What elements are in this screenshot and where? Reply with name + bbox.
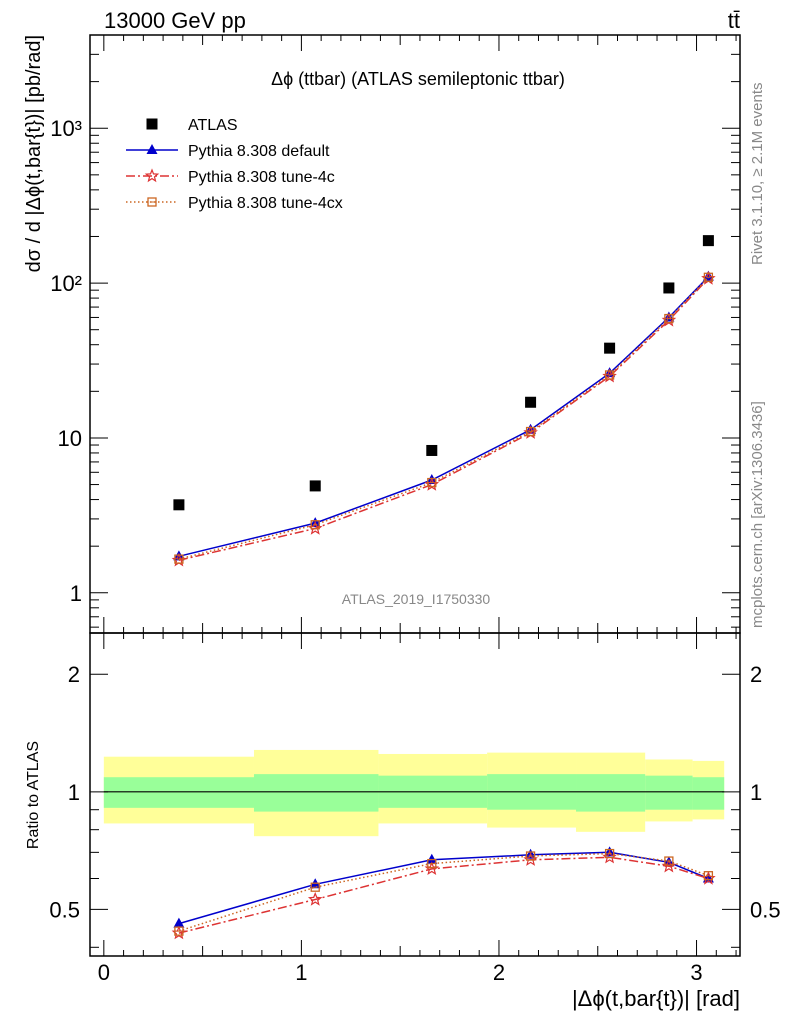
main-axis-ticks: 1 10 10² 10³ — [50, 34, 740, 633]
ratio-ylabel: Ratio to ATLAS — [25, 741, 42, 849]
main-series-3-point-3 — [525, 426, 536, 437]
main-series-3-point-2 — [427, 477, 437, 488]
main-series-1-point-5 — [663, 311, 675, 322]
main-series-3-point-4 — [604, 370, 615, 380]
main-series-0-point-2 — [426, 444, 438, 456]
main-series-1-point-6 — [702, 270, 714, 281]
legend-label-2: Pythia 8.308 tune-4c — [188, 169, 335, 186]
legend-label-1: Pythia 8.308 default — [188, 143, 330, 160]
main-series-3-point-0 — [174, 554, 184, 564]
main-series-3-point-5-box — [664, 313, 674, 324]
legend-marker-1 — [146, 144, 158, 154]
xtick-label-1: 1 — [295, 960, 307, 985]
ratio-series-2-point-5-box — [664, 856, 674, 866]
ratio-series-0-point-0 — [173, 917, 185, 928]
ratio-series-1-point-1 — [307, 891, 323, 906]
main-series-0-point-4 — [604, 342, 616, 354]
main-panel: 1 10 10² 10³ Δϕ (ttbar) (ATLAS semileptonic… — [23, 34, 741, 634]
legend-marker-3 — [147, 197, 157, 207]
ratio-band-inner-1 — [253, 774, 379, 812]
legend-marker-2 — [144, 168, 160, 183]
main-ytick-label-2: 10² — [50, 271, 82, 296]
legend-label-3: Pythia 8.308 tune-4cx — [188, 195, 343, 212]
ratio-ytick-label-left-1: 1 — [68, 780, 80, 805]
ratio-band-inner-5 — [645, 775, 693, 810]
ratio-series-2-point-4-box — [604, 848, 615, 859]
ratio-series-2-point-1 — [310, 882, 320, 892]
legend-marker-0 — [146, 118, 158, 130]
ratio-series-line-1 — [178, 856, 709, 934]
main-series-0-point-5 — [663, 282, 675, 294]
main-series-3-point-5 — [664, 313, 674, 324]
main-series-0-point-1 — [309, 480, 321, 492]
ratio-series-0-point-2 — [426, 853, 438, 864]
ratio-ytick-label-left-0: 0.5 — [49, 897, 80, 922]
ratio-band-inner-4 — [576, 774, 646, 812]
main-series-0-point-6 — [702, 235, 714, 247]
legend-label-0: ATLAS — [188, 117, 238, 134]
main-series-3-point-0-box — [174, 554, 184, 564]
main-series-line-3 — [178, 276, 709, 560]
ratio-series-2-point-2 — [427, 858, 437, 869]
legend: ATLAS Pythia 8.308 default Pythia 8.308 tu… — [126, 117, 343, 212]
ratio-series-line-2 — [178, 852, 709, 932]
main-ytick-label-1: 10 — [58, 426, 82, 451]
ratio-ytick-label-right-2: 2 — [750, 662, 762, 687]
xtick-label-2: 2 — [493, 960, 505, 985]
main-series-3-point-4-box — [604, 370, 615, 380]
ratio-series-2-point-6 — [703, 871, 714, 881]
main-series-3-point-1-box — [310, 520, 320, 530]
ratio-panel: 0.5 0.5 1 1 2 2 0 1 2 3 Ratio to ATLAS |Δϕ(t,bar{… — [25, 632, 781, 1011]
analysis-watermark: ATLAS_2019_I1750330 — [342, 591, 491, 607]
ratio-ytick-label-right-1: 1 — [750, 780, 762, 805]
xtick-label-0: 0 — [98, 960, 110, 985]
ratio-series-2-point-0-box — [174, 926, 184, 936]
main-series-3-point-6-box — [703, 272, 714, 282]
ratio-frame — [89, 632, 741, 957]
ratio-marks — [103, 749, 725, 940]
main-series-3-point-3-box — [525, 426, 536, 437]
main-series-0-point-0 — [173, 499, 185, 511]
main-series-line-1 — [178, 276, 709, 558]
rivet-label: Rivet 3.1.10, ≥ 2.1M events — [749, 83, 766, 266]
xtick-label-3: 3 — [690, 960, 702, 985]
main-ylabel: dσ / d |Δϕ(t,bar{t})| [pb/rad] — [23, 35, 45, 272]
mcplots-label: mcplots.cern.ch [arXiv:1306.3436] — [749, 401, 766, 628]
main-series-line-2 — [178, 277, 709, 562]
ratio-series-2-point-5 — [664, 856, 674, 866]
ratio-ytick-label-left-2: 2 — [68, 662, 80, 687]
main-series-3-point-2-box — [427, 477, 437, 488]
ratio-axis-ticks: 0.5 0.5 1 1 2 2 0 1 2 3 — [49, 633, 781, 985]
ratio-band-inner-0 — [103, 777, 254, 808]
header-process: tt̄ — [728, 8, 740, 33]
header-energy: 13000 GeV pp — [104, 8, 246, 33]
ratio-band-inner-6 — [692, 777, 725, 810]
x-axis-label: |Δϕ(t,bar{t})| [rad] — [572, 986, 740, 1011]
ratio-series-2-point-0 — [174, 926, 184, 936]
main-ytick-label-3: 10³ — [50, 116, 82, 141]
main-marks — [171, 235, 716, 567]
main-series-0-point-3 — [525, 396, 537, 408]
legend-marker-3-box — [147, 197, 157, 207]
ratio-series-2-point-1-box — [310, 882, 320, 892]
ratio-series-2-point-2-box — [427, 858, 437, 869]
ratio-series-2-point-3-box — [525, 851, 536, 861]
ratio-series-2-point-3 — [525, 851, 536, 861]
main-series-3-point-6 — [703, 272, 714, 282]
ratio-series-2-point-6-box — [703, 871, 714, 881]
main-series-3-point-1 — [310, 520, 320, 530]
ratio-ytick-label-right-0: 0.5 — [750, 897, 781, 922]
ratio-series-2-point-4 — [604, 848, 615, 859]
main-ytick-label-0: 1 — [70, 581, 82, 606]
main-title: Δϕ (ttbar) (ATLAS semileptonic ttbar) — [271, 69, 565, 89]
